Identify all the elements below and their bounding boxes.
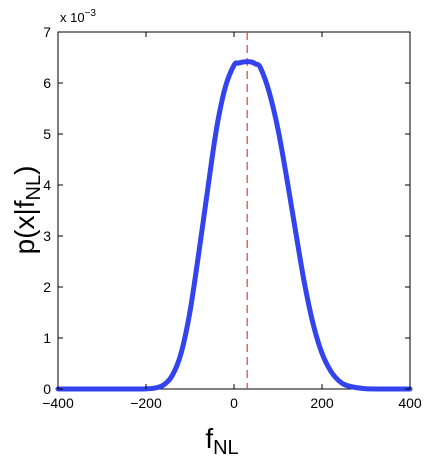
y-axis-label-suffix: )	[9, 166, 40, 175]
y-axis-label: p(x|fNL)	[9, 166, 45, 255]
axes-frame	[57, 31, 411, 390]
x-tick-label: 400	[398, 395, 422, 411]
y-multiplier-label: x 10−3	[60, 8, 96, 25]
plot-area-border	[57, 31, 411, 390]
x-tick-label: 200	[310, 395, 334, 411]
x-ticks: −400 −200 0 200 400	[42, 32, 422, 411]
x-tick-label: −200	[130, 395, 162, 411]
y-multiplier-prefix: x 10	[60, 10, 85, 25]
x-axis-label-sub: NL	[213, 437, 239, 459]
series-line	[55, 59, 413, 392]
y-axis-label-sub: NL	[23, 175, 45, 201]
y-tick-label: 3	[43, 228, 51, 244]
x-axis-label: fNL	[205, 423, 238, 459]
y-tick-label: 5	[43, 126, 51, 142]
y-tick-label: 4	[43, 177, 51, 193]
y-tick-label: 6	[43, 75, 51, 91]
y-tick-label: 7	[43, 24, 51, 40]
y-axis-label-prefix: p(x|f	[9, 200, 40, 254]
x-axis-label-base: f	[205, 423, 213, 454]
y-multiplier-exponent: −3	[85, 8, 97, 19]
y-tick-label: 0	[43, 381, 51, 397]
x-tick-label: −400	[42, 395, 74, 411]
x-tick-label: 0	[230, 395, 238, 411]
y-tick-label: 1	[43, 330, 51, 346]
y-tick-label: 2	[43, 279, 51, 295]
series-layer	[55, 59, 413, 392]
y-ticks: 0 1 2 3 4 5 6 7	[43, 24, 410, 397]
